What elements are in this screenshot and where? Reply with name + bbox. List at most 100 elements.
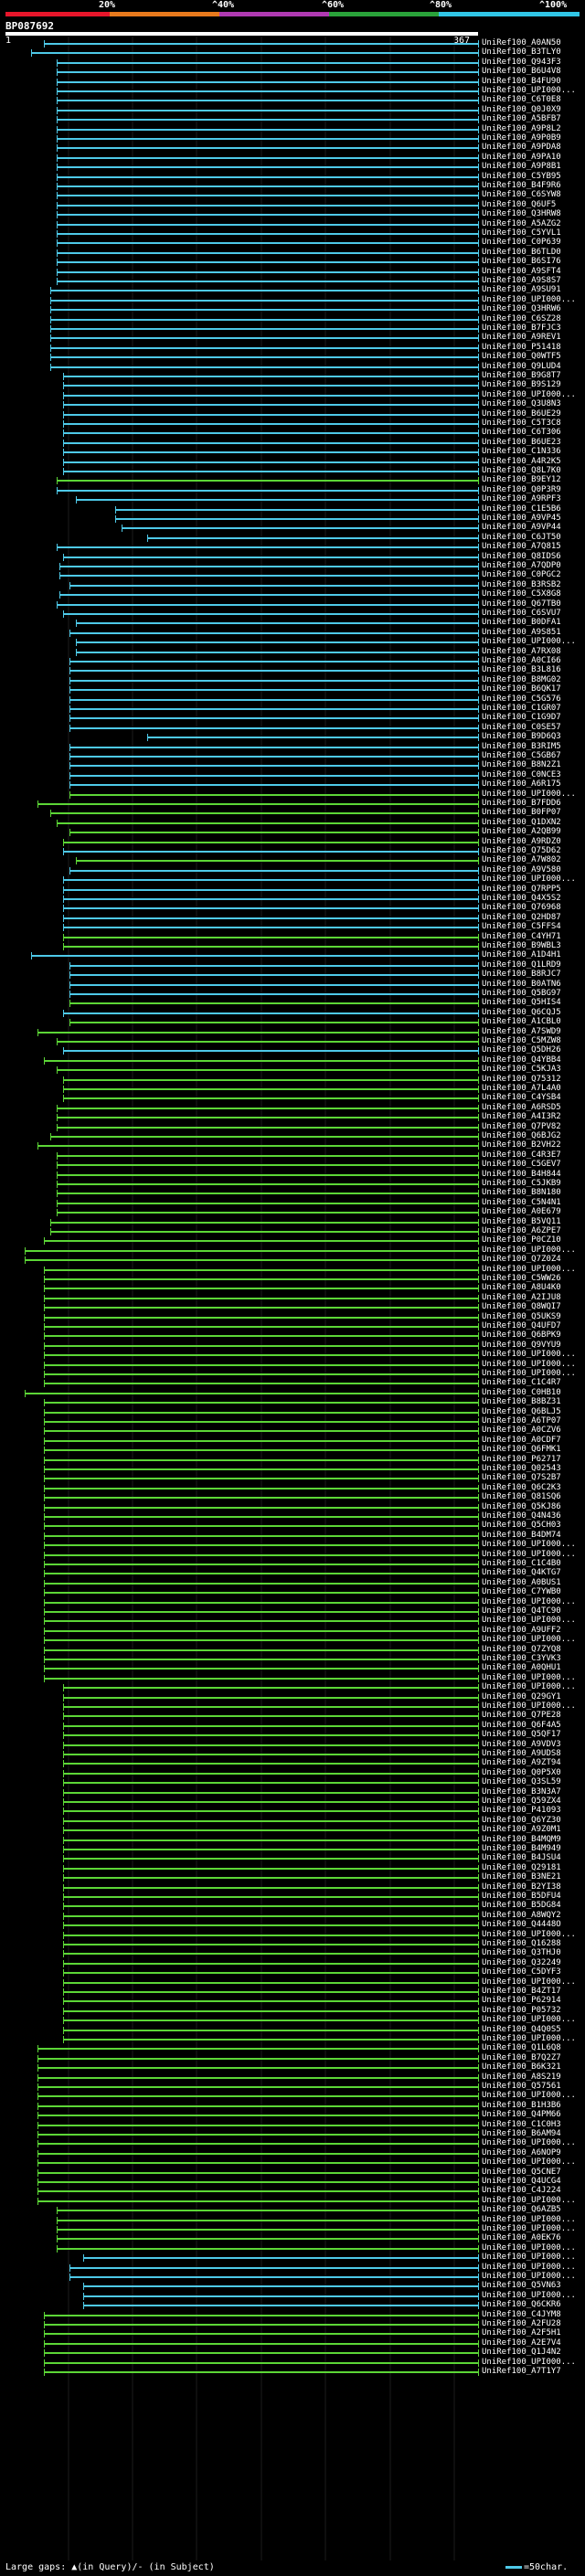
hit-label-link[interactable]: UniRef100_B6K321 [482, 2062, 561, 2072]
hit-label-link[interactable]: UniRef100_Q8L7K0 [482, 466, 561, 475]
hit-label-link[interactable]: UniRef100_B3TLY0 [482, 48, 561, 58]
hit-label-link[interactable]: UniRef100_C5GEV7 [482, 1160, 561, 1170]
hit-label-link[interactable]: UniRef100_C4R3E7 [482, 1150, 561, 1160]
hit-label-link[interactable]: UniRef100_A6TP07 [482, 1416, 561, 1426]
hit-label-link[interactable]: UniRef100_C6T0E8 [482, 95, 561, 105]
hit-label-link[interactable]: UniRef100_A0CDF7 [482, 1435, 561, 1445]
hit-label-link[interactable]: UniRef100_A8S219 [482, 2072, 561, 2082]
hit-label-link[interactable]: UniRef100_B7FJC3 [482, 323, 561, 333]
hit-label-link[interactable]: UniRef100_A9P8B1 [482, 162, 561, 172]
hit-label-link[interactable]: UniRef100_Q4N436 [482, 1511, 561, 1521]
hit-label-link[interactable]: UniRef100_Q8IDS6 [482, 551, 561, 561]
hit-label-link[interactable]: UniRef100_Q4UFD7 [482, 1321, 561, 1330]
hit-label-link[interactable]: UniRef100_Q4Q0S5 [482, 2024, 561, 2034]
hit-label-link[interactable]: UniRef100_UPI000... [482, 2242, 576, 2253]
hit-label-link[interactable]: UniRef100_Q59ZX4 [482, 1797, 561, 1806]
hit-label-link[interactable]: UniRef100_C0HB10 [482, 1387, 561, 1397]
hit-label-link[interactable]: UniRef100_C5GB67 [482, 751, 561, 760]
hit-label-link[interactable]: UniRef100_B7FDD6 [482, 799, 561, 808]
hit-label-link[interactable]: UniRef100_A0CI66 [482, 656, 561, 665]
hit-label-link[interactable]: UniRef100_Q6YZ30 [482, 1815, 561, 1825]
hit-label-link[interactable]: UniRef100_A1CBL0 [482, 1017, 561, 1027]
hit-label-link[interactable]: UniRef100_A7W802 [482, 855, 561, 865]
hit-label-link[interactable]: UniRef100_Q4448O [482, 1920, 561, 1930]
hit-label-link[interactable]: UniRef100_C0NCE3 [482, 769, 561, 779]
hit-label-link[interactable]: UniRef100_UPI000... [482, 294, 576, 304]
hit-label-link[interactable]: UniRef100_Q3SL59 [482, 1777, 561, 1787]
hit-label-link[interactable]: UniRef100_A0EK76 [482, 2233, 561, 2243]
hit-label-link[interactable]: UniRef100_C5YB95 [482, 171, 561, 181]
hit-label-link[interactable]: UniRef100_P51418 [482, 342, 561, 352]
hit-label-link[interactable]: UniRef100_P62914 [482, 1996, 561, 2006]
hit-label-link[interactable]: UniRef100_UPI000... [482, 1672, 576, 1682]
hit-label-link[interactable]: UniRef100_UPI000... [482, 1350, 576, 1360]
hit-label-link[interactable]: UniRef100_B4F9R6 [482, 181, 561, 190]
hit-label-link[interactable]: UniRef100_Q4KTG7 [482, 1568, 561, 1578]
hit-label-link[interactable]: UniRef100_B5DG84 [482, 1901, 561, 1911]
hit-label-link[interactable]: UniRef100_Q6FMK1 [482, 1445, 561, 1455]
hit-label-link[interactable]: UniRef100_C4JYM8 [482, 2309, 561, 2319]
hit-label-link[interactable]: UniRef100_C4YH71 [482, 931, 561, 941]
hit-label-link[interactable]: UniRef100_B8N180 [482, 1188, 561, 1198]
hit-label-link[interactable]: UniRef100_Q67TB0 [482, 599, 561, 609]
hit-label-link[interactable]: UniRef100_B3N3A7 [482, 1786, 561, 1797]
hit-label-link[interactable]: UniRef100_B5DFU4 [482, 1892, 561, 1901]
hit-label-link[interactable]: UniRef100_UPI000... [482, 1245, 576, 1255]
hit-label-link[interactable]: UniRef100_A4I3R2 [482, 1112, 561, 1122]
hit-label-link[interactable]: UniRef100_C5MZW8 [482, 1036, 561, 1045]
hit-label-link[interactable]: UniRef100_Q943F3 [482, 57, 561, 67]
hit-label-link[interactable]: UniRef100_C3YVK3 [482, 1654, 561, 1663]
hit-label-link[interactable]: UniRef100_Q3THJ0 [482, 1948, 561, 1958]
hit-label-link[interactable]: UniRef100_UPI000... [482, 2091, 576, 2101]
hit-label-link[interactable]: UniRef100_B8MG02 [482, 674, 561, 684]
hit-label-link[interactable]: UniRef100_UPI000... [482, 2138, 576, 2148]
hit-label-link[interactable]: UniRef100_A6R175 [482, 779, 561, 790]
hit-label-link[interactable]: UniRef100_C1C0H3 [482, 2119, 561, 2129]
hit-label-link[interactable]: UniRef100_Q5UKS9 [482, 1311, 561, 1321]
hit-label-link[interactable]: UniRef100_UPI000... [482, 2357, 576, 2367]
hit-label-link[interactable]: UniRef100_Q5QF17 [482, 1730, 561, 1740]
hit-label-link[interactable]: UniRef100_B6UE29 [482, 408, 561, 419]
hit-label-link[interactable]: UniRef100_UPI000... [482, 2034, 576, 2043]
hit-label-link[interactable]: UniRef100_A9S8S7 [482, 276, 561, 285]
hit-label-link[interactable]: UniRef100_A9V580 [482, 864, 561, 875]
hit-label-link[interactable]: UniRef100_Q1LRD9 [482, 959, 561, 970]
hit-label-link[interactable]: UniRef100_C6T306 [482, 428, 561, 438]
hit-label-link[interactable]: UniRef100_A9P8L2 [482, 123, 561, 133]
hit-label-link[interactable]: UniRef100_Q1DXN2 [482, 817, 561, 827]
hit-label-link[interactable]: UniRef100_UPI000... [482, 1596, 576, 1606]
hit-label-link[interactable]: UniRef100_Q29GY1 [482, 1691, 561, 1701]
hit-label-link[interactable]: UniRef100_B2VH22 [482, 1140, 561, 1150]
hit-label-link[interactable]: UniRef100_A1D4H1 [482, 950, 561, 960]
hit-label-link[interactable]: UniRef100_C5YVL1 [482, 228, 561, 238]
hit-label-link[interactable]: UniRef100_B9EY12 [482, 475, 561, 485]
hit-label-link[interactable]: UniRef100_Q7Z0Z4 [482, 1255, 561, 1265]
hit-label-link[interactable]: UniRef100_B4JSU4 [482, 1853, 561, 1863]
hit-label-link[interactable]: UniRef100_Q57561 [482, 2082, 561, 2091]
hit-label-link[interactable]: UniRef100_A5BFB7 [482, 114, 561, 124]
hit-label-link[interactable]: UniRef100_Q3HRW6 [482, 304, 561, 314]
hit-label-link[interactable]: UniRef100_A9PA10 [482, 152, 561, 162]
hit-label-link[interactable]: UniRef100_Q4YBB4 [482, 1055, 561, 1065]
hit-label-link[interactable]: UniRef100_UPI000... [482, 2195, 576, 2205]
hit-label-link[interactable]: UniRef100_Q9LUD4 [482, 361, 561, 371]
hit-label-link[interactable]: UniRef100_Q9VYU9 [482, 1340, 561, 1350]
hit-label-link[interactable]: UniRef100_Q32249 [482, 1957, 561, 1967]
hit-label-link[interactable]: UniRef100_B3NE21 [482, 1872, 561, 1882]
hit-label-link[interactable]: UniRef100_B6AM94 [482, 2129, 561, 2138]
hit-label-link[interactable]: UniRef100_UPI000... [482, 1977, 576, 1987]
hit-label-link[interactable]: UniRef100_A4R2K5 [482, 456, 561, 466]
hit-label-link[interactable]: UniRef100_B5VQ11 [482, 1216, 561, 1226]
hit-label-link[interactable]: UniRef100_Q3U8N3 [482, 399, 561, 409]
hit-label-link[interactable]: UniRef100_Q4PM66 [482, 2110, 561, 2120]
hit-label-link[interactable]: UniRef100_C6JT50 [482, 532, 561, 542]
hit-label-link[interactable]: UniRef100_UPI000... [482, 1369, 576, 1378]
hit-label-link[interactable]: UniRef100_C5T3C8 [482, 419, 561, 428]
hit-label-link[interactable]: UniRef100_Q6BJG2 [482, 1131, 561, 1140]
hit-label-link[interactable]: UniRef100_B4MQM9 [482, 1834, 561, 1844]
hit-label-link[interactable]: UniRef100_B4H844 [482, 1169, 561, 1179]
hit-label-link[interactable]: UniRef100_B3RSB2 [482, 579, 561, 589]
hit-label-link[interactable]: UniRef100_UPI000... [482, 2290, 576, 2300]
hit-label-link[interactable]: UniRef100_B9D6Q3 [482, 732, 561, 742]
hit-label-link[interactable]: UniRef100_UPI000... [482, 1264, 576, 1274]
